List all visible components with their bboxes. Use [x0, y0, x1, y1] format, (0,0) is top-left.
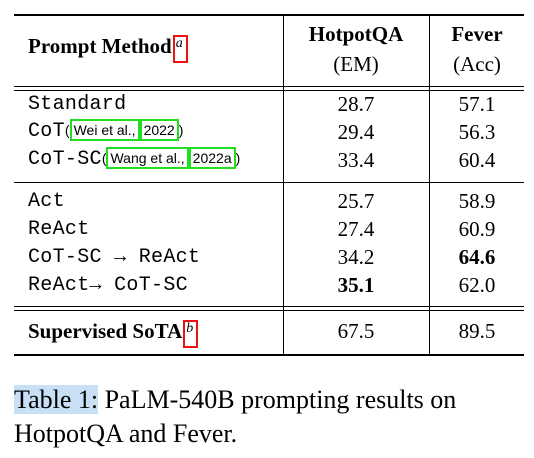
- hotpotqa-standard: 28.7: [337, 92, 375, 116]
- header-rule: [14, 86, 524, 87]
- fever-supervised: 89.5: [458, 319, 496, 343]
- cot-sc-citation-year: 2022a: [188, 147, 236, 169]
- caption-text: PaLM-540B prompting results on HotpotQA …: [14, 385, 457, 448]
- method-supervised-sota: Supervised SoTA b: [28, 319, 199, 348]
- fever-cot-sc-to-react: 64.6: [458, 245, 496, 269]
- header-fever: Fever: [451, 22, 503, 46]
- header-hotpotqa: HotpotQA: [308, 22, 404, 46]
- hotpotqa-act: 25.7: [337, 189, 375, 213]
- method-cot-sc-to-react: CoT-SC → ReAct: [28, 246, 201, 269]
- method-react: ReAct: [28, 218, 90, 241]
- fever-cot: 56.3: [458, 120, 496, 144]
- supervised-footnote-marker: b: [183, 320, 199, 348]
- header-hotpotqa-unit: (EM): [333, 52, 379, 76]
- hotpotqa-react-to-cot-sc: 35.1: [337, 273, 375, 297]
- method-standard: Standard: [28, 93, 127, 116]
- cot-citation-year: 2022: [139, 119, 179, 141]
- supervised-rule: [14, 306, 524, 307]
- fever-cot-sc: 60.4: [458, 148, 496, 172]
- hotpotqa-cot-sc-to-react: 34.2: [337, 245, 375, 269]
- hotpotqa-react: 27.4: [337, 217, 375, 241]
- group-rule: [14, 182, 524, 184]
- caption-label: Table 1:: [14, 385, 99, 414]
- fever-react: 60.9: [458, 217, 496, 241]
- method-cot-sc: CoT-SC(Wang et al., 2022a): [28, 147, 241, 171]
- fever-standard: 57.1: [458, 92, 496, 116]
- cot-sc-citation-author: Wang et al.,: [106, 147, 189, 169]
- header-rule-2: [14, 90, 524, 91]
- supervised-rule-2: [14, 310, 524, 311]
- bottom-rule: [14, 354, 524, 356]
- hotpotqa-cot: 29.4: [337, 120, 375, 144]
- top-rule: [14, 14, 524, 16]
- method-react-to-cot-sc: ReAct→ CoT-SC: [28, 274, 188, 297]
- header-fever-unit: (Acc): [453, 52, 501, 76]
- table-caption: Table 1: PaLM-540B prompting results on …: [14, 383, 529, 451]
- method-act: Act: [28, 190, 65, 213]
- cot-citation-author: Wei et al.,: [69, 119, 140, 141]
- col-separator-2: [429, 16, 431, 354]
- results-table: Prompt Method a HotpotQA (EM) Fever (Acc)…: [14, 14, 524, 357]
- hotpotqa-supervised: 67.5: [337, 319, 375, 343]
- fever-react-to-cot-sc: 62.0: [458, 273, 496, 297]
- method-cot: CoT(Wei et al., 2022): [28, 119, 184, 143]
- col-separator-1: [283, 16, 285, 354]
- method-footnote-marker: a: [172, 35, 188, 63]
- hotpotqa-cot-sc: 33.4: [337, 148, 375, 172]
- fever-act: 58.9: [458, 189, 496, 213]
- header-method: Prompt Method a: [28, 34, 188, 63]
